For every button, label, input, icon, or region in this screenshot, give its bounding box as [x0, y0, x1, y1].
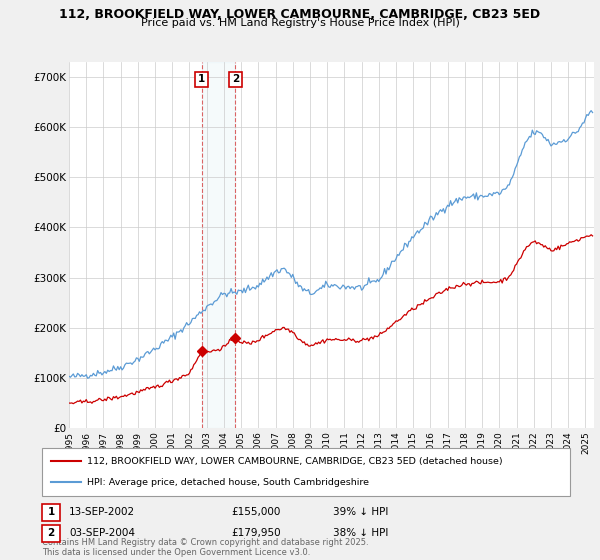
Text: 38% ↓ HPI: 38% ↓ HPI — [333, 528, 388, 538]
Text: £155,000: £155,000 — [231, 507, 280, 517]
Text: 39% ↓ HPI: 39% ↓ HPI — [333, 507, 388, 517]
Text: 112, BROOKFIELD WAY, LOWER CAMBOURNE, CAMBRIDGE, CB23 5ED: 112, BROOKFIELD WAY, LOWER CAMBOURNE, CA… — [59, 8, 541, 21]
Text: £179,950: £179,950 — [231, 528, 281, 538]
Text: 03-SEP-2004: 03-SEP-2004 — [69, 528, 135, 538]
Bar — [202, 62, 235, 428]
Text: Contains HM Land Registry data © Crown copyright and database right 2025.
This d: Contains HM Land Registry data © Crown c… — [42, 538, 368, 557]
Text: 2: 2 — [232, 74, 239, 84]
Text: 1: 1 — [47, 507, 55, 517]
Text: Price paid vs. HM Land Registry's House Price Index (HPI): Price paid vs. HM Land Registry's House … — [140, 18, 460, 29]
Text: HPI: Average price, detached house, South Cambridgeshire: HPI: Average price, detached house, Sout… — [87, 478, 369, 487]
Text: 1: 1 — [198, 74, 205, 84]
Text: 13-SEP-2002: 13-SEP-2002 — [69, 507, 135, 517]
Text: 112, BROOKFIELD WAY, LOWER CAMBOURNE, CAMBRIDGE, CB23 5ED (detached house): 112, BROOKFIELD WAY, LOWER CAMBOURNE, CA… — [87, 457, 503, 466]
Text: 2: 2 — [47, 528, 55, 538]
